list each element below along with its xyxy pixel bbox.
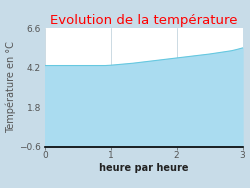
Y-axis label: Température en °C: Température en °C — [6, 42, 16, 133]
X-axis label: heure par heure: heure par heure — [99, 163, 188, 173]
Title: Evolution de la température: Evolution de la température — [50, 14, 238, 27]
